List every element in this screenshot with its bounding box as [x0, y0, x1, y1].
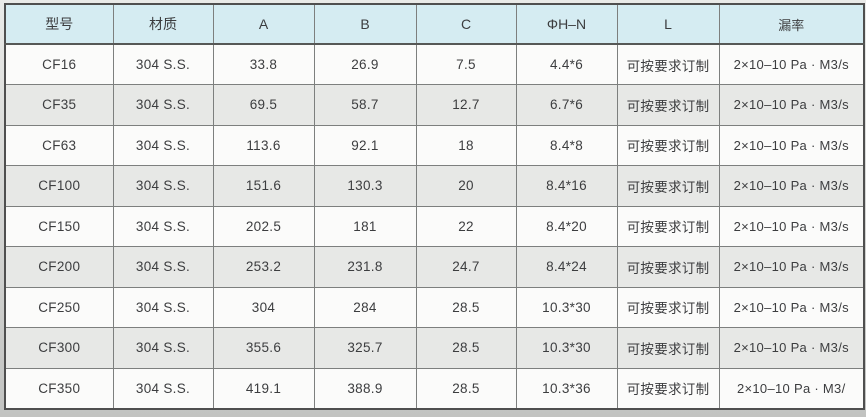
cell-material: 304 S.S.: [112, 43, 214, 85]
cell-model: CF350: [4, 367, 114, 409]
cell-dim-a: 113.6: [212, 124, 315, 166]
cell-dim-c: 28.5: [415, 327, 517, 369]
cell-model: CF16: [4, 43, 114, 85]
cell-dim-a: 69.5: [212, 84, 315, 126]
table-row: CF100 304 S.S. 151.6 130.3 20 8.4*16 可按要求订制 2×1…: [4, 165, 865, 207]
cell-leak-rate: 2×10–10 Pa · M3/s: [718, 84, 865, 126]
cell-material: 304 S.S.: [112, 205, 214, 247]
cell-length-l: 可按要求订制: [616, 124, 720, 166]
cell-material: 304 S.S.: [112, 246, 214, 288]
cell-dim-c: 28.5: [415, 367, 517, 409]
cell-dim-a: 151.6: [212, 165, 315, 207]
column-header-dim-a: A: [212, 3, 315, 45]
cell-dim-c: 24.7: [415, 246, 517, 288]
cell-dim-b: 26.9: [313, 43, 417, 85]
cell-phi-h-n: 4.4*6: [515, 43, 618, 85]
cell-length-l: 可按要求订制: [616, 43, 720, 85]
table-row: CF250 304 S.S. 304 284 28.5 10.3*30 可按要求订制 2×10…: [4, 286, 865, 328]
table-row: CF150 304 S.S. 202.5 181 22 8.4*20 可按要求订制 2×10–…: [4, 205, 865, 247]
cell-phi-h-n: 8.4*8: [515, 124, 618, 166]
header-row: 型号 材质 A B C ΦH–N L 漏率: [4, 3, 865, 45]
cell-model: CF200: [4, 246, 114, 288]
cell-dim-b: 284: [313, 286, 417, 328]
cell-dim-a: 419.1: [212, 367, 315, 409]
cell-leak-rate: 2×10–10 Pa · M3/: [718, 367, 865, 409]
table-row: CF35 304 S.S. 69.5 58.7 12.7 6.7*6 可按要求订制 2×10–…: [4, 84, 865, 126]
cell-model: CF250: [4, 286, 114, 328]
cell-leak-rate: 2×10–10 Pa · M3/s: [718, 124, 865, 166]
cell-model: CF63: [4, 124, 114, 166]
table-row: CF200 304 S.S. 253.2 231.8 24.7 8.4*24 可按要求订制 2…: [4, 246, 865, 288]
cell-phi-h-n: 6.7*6: [515, 84, 618, 126]
cell-length-l: 可按要求订制: [616, 367, 720, 409]
cell-dim-b: 388.9: [313, 367, 417, 409]
cell-leak-rate: 2×10–10 Pa · M3/s: [718, 165, 865, 207]
cell-phi-h-n: 10.3*30: [515, 327, 618, 369]
cell-dim-c: 22: [415, 205, 517, 247]
column-header-dim-b: B: [313, 3, 417, 45]
cell-dim-a: 33.8: [212, 43, 315, 85]
cell-material: 304 S.S.: [112, 124, 214, 166]
cell-model: CF300: [4, 327, 114, 369]
cell-dim-c: 7.5: [415, 43, 517, 85]
cell-dim-b: 231.8: [313, 246, 417, 288]
cell-phi-h-n: 8.4*24: [515, 246, 618, 288]
spec-table: 型号 材质 A B C ΦH–N L 漏率 CF16 304 S.S. 33.8 26.9 7.5 4.…: [4, 3, 865, 410]
cell-phi-h-n: 10.3*30: [515, 286, 618, 328]
cell-dim-a: 355.6: [212, 327, 315, 369]
cell-dim-c: 18: [415, 124, 517, 166]
cell-leak-rate: 2×10–10 Pa · M3/s: [718, 286, 865, 328]
cell-dim-a: 304: [212, 286, 315, 328]
table-row: CF350 304 S.S. 419.1 388.9 28.5 10.3*36 可按要求订制…: [4, 367, 865, 409]
column-header-material: 材质: [112, 3, 214, 45]
column-header-model: 型号: [4, 3, 114, 45]
cell-material: 304 S.S.: [112, 286, 214, 328]
cell-dim-a: 202.5: [212, 205, 315, 247]
cell-leak-rate: 2×10–10 Pa · M3/s: [718, 327, 865, 369]
cell-dim-a: 253.2: [212, 246, 315, 288]
cell-length-l: 可按要求订制: [616, 165, 720, 207]
cell-dim-b: 181: [313, 205, 417, 247]
cell-leak-rate: 2×10–10 Pa · M3/s: [718, 43, 865, 85]
cell-material: 304 S.S.: [112, 165, 214, 207]
cell-phi-h-n: 10.3*36: [515, 367, 618, 409]
column-header-leak-rate: 漏率: [718, 3, 865, 45]
table-row: CF16 304 S.S. 33.8 26.9 7.5 4.4*6 可按要求订制 2×10–1…: [4, 43, 865, 85]
cell-leak-rate: 2×10–10 Pa · M3/s: [718, 205, 865, 247]
table-row: CF300 304 S.S. 355.6 325.7 28.5 10.3*30 可按要求订制…: [4, 327, 865, 369]
cell-dim-c: 20: [415, 165, 517, 207]
cell-leak-rate: 2×10–10 Pa · M3/s: [718, 246, 865, 288]
cell-dim-c: 12.7: [415, 84, 517, 126]
cell-material: 304 S.S.: [112, 367, 214, 409]
cell-model: CF35: [4, 84, 114, 126]
cell-dim-b: 325.7: [313, 327, 417, 369]
cell-dim-b: 58.7: [313, 84, 417, 126]
table-row: CF63 304 S.S. 113.6 92.1 18 8.4*8 可按要求订制 2×10–1…: [4, 124, 865, 166]
cell-dim-c: 28.5: [415, 286, 517, 328]
cell-phi-h-n: 8.4*20: [515, 205, 618, 247]
cell-length-l: 可按要求订制: [616, 205, 720, 247]
column-header-length-l: L: [616, 3, 720, 45]
cell-material: 304 S.S.: [112, 327, 214, 369]
column-header-phi-h-n: ΦH–N: [515, 3, 618, 45]
column-header-dim-c: C: [415, 3, 517, 45]
cell-dim-b: 130.3: [313, 165, 417, 207]
cell-material: 304 S.S.: [112, 84, 214, 126]
cell-length-l: 可按要求订制: [616, 84, 720, 126]
spec-table-header: 型号 材质 A B C ΦH–N L 漏率: [4, 3, 865, 45]
cell-length-l: 可按要求订制: [616, 327, 720, 369]
cell-length-l: 可按要求订制: [616, 286, 720, 328]
cell-length-l: 可按要求订制: [616, 246, 720, 288]
cell-model: CF150: [4, 205, 114, 247]
cell-model: CF100: [4, 165, 114, 207]
cell-phi-h-n: 8.4*16: [515, 165, 618, 207]
spec-table-body: CF16 304 S.S. 33.8 26.9 7.5 4.4*6 可按要求订制 2×10–1…: [4, 43, 865, 409]
cell-dim-b: 92.1: [313, 124, 417, 166]
